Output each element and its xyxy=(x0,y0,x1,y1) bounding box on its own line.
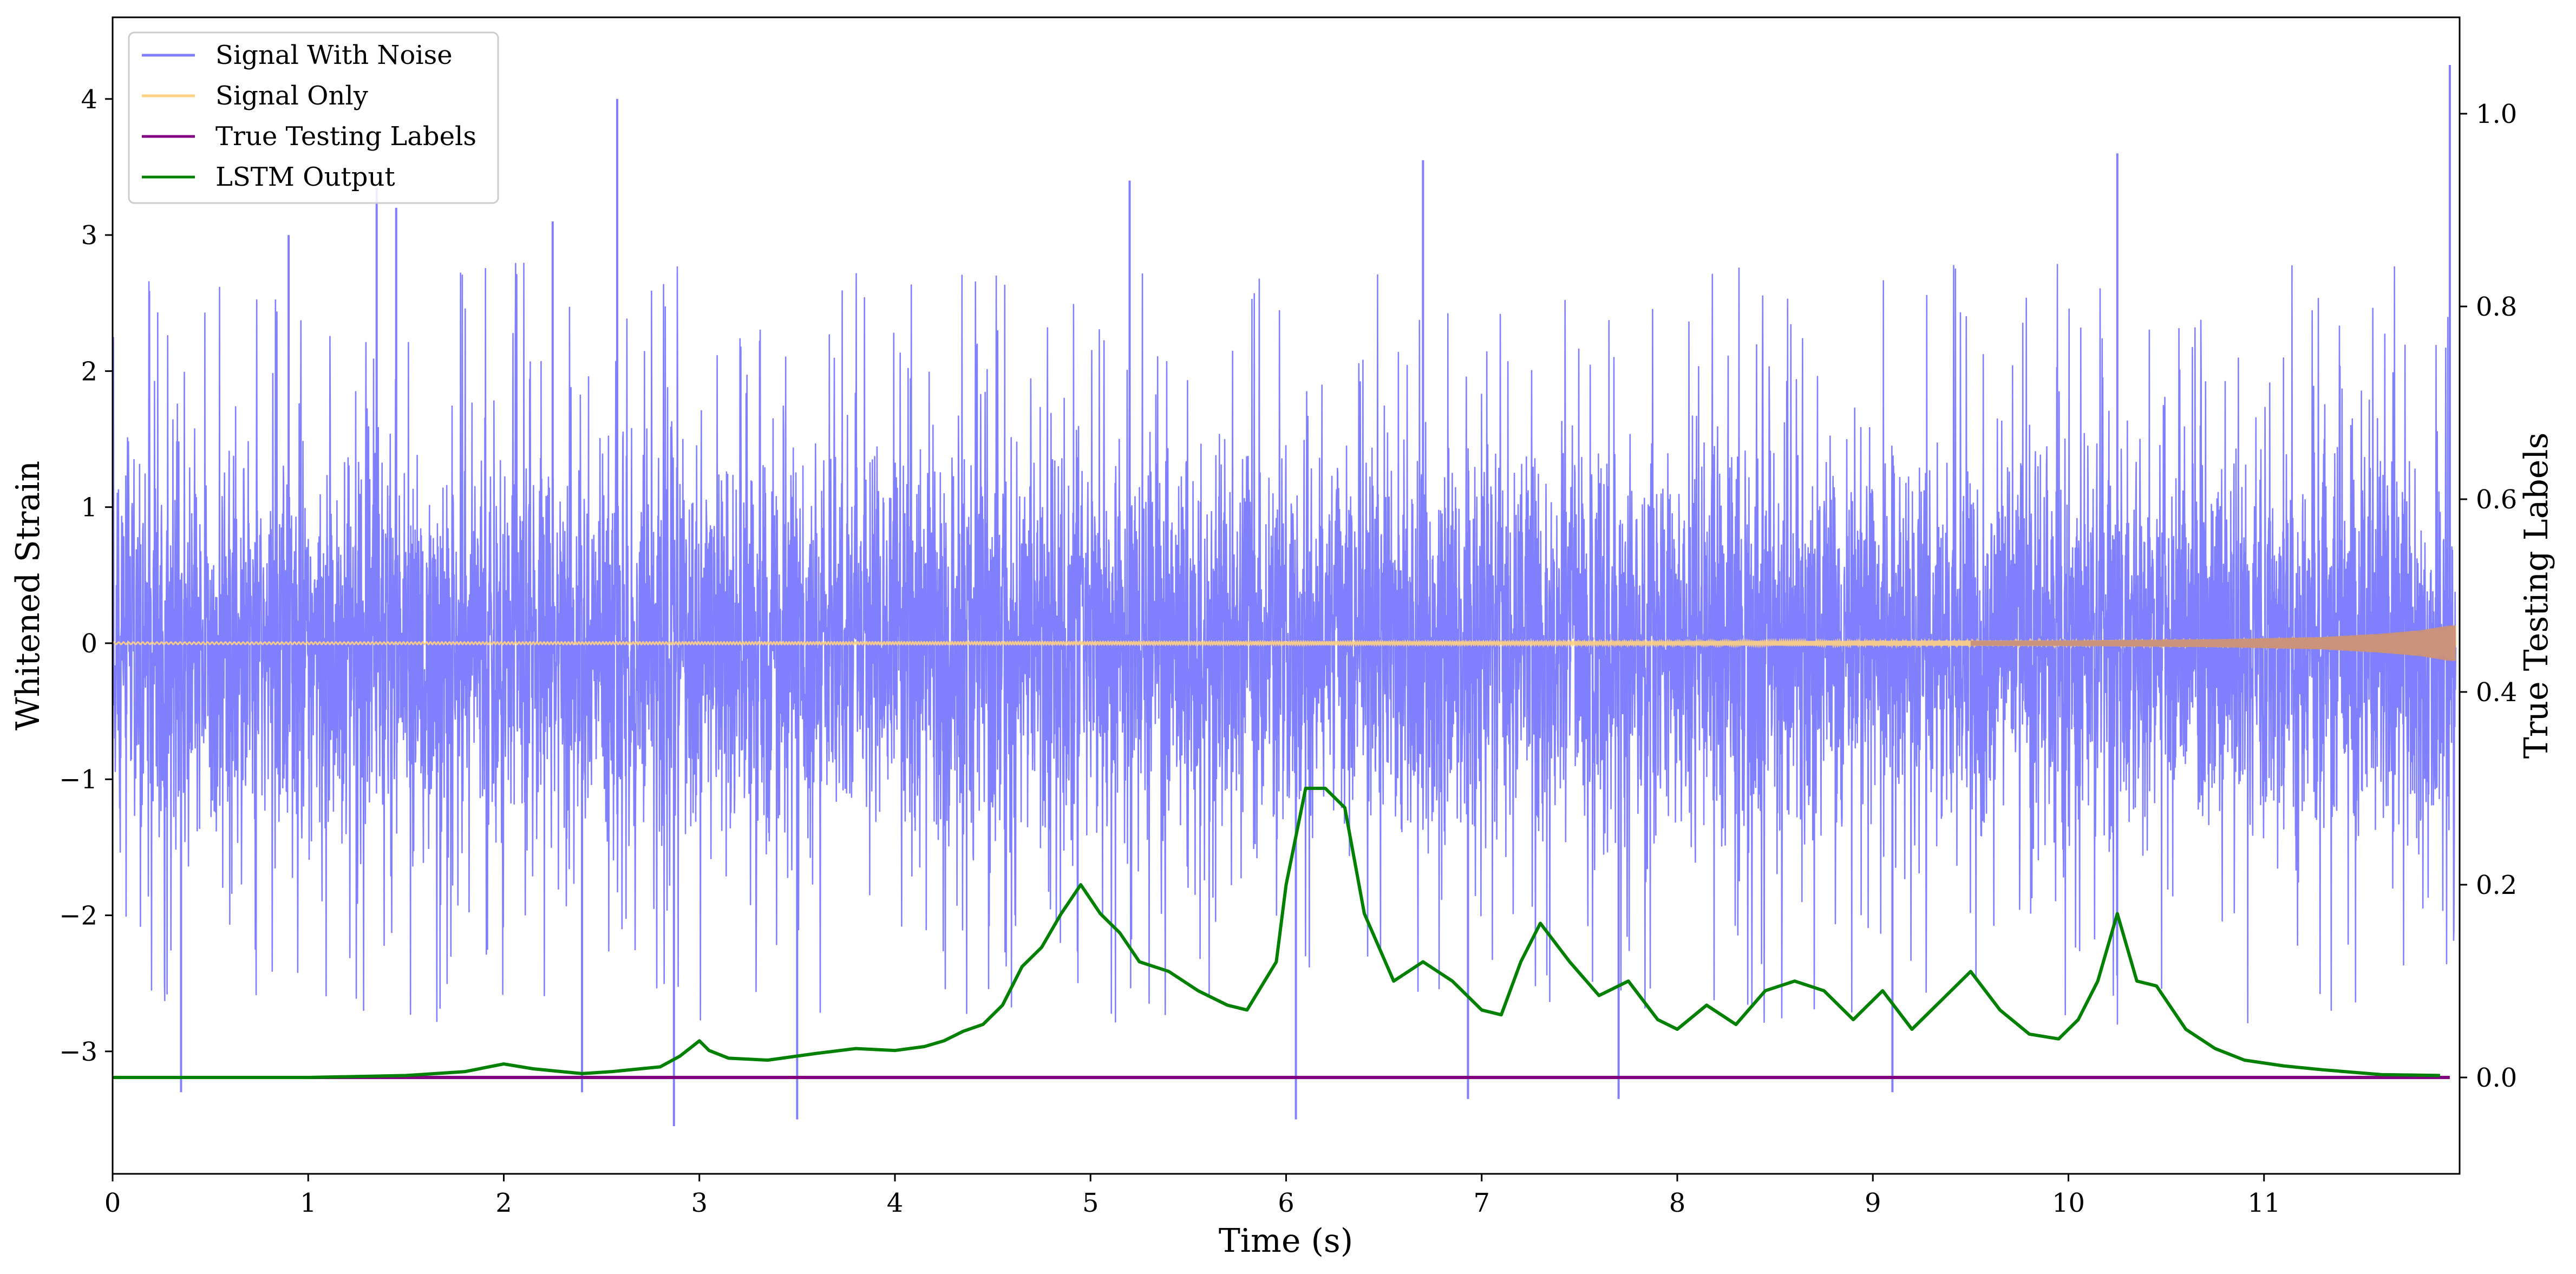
x-tick-label: 5 xyxy=(1082,1188,1099,1218)
x-tick-label: 10 xyxy=(2052,1188,2085,1218)
x-tick-label: 11 xyxy=(2247,1188,2280,1218)
y-right-tick-label: 0.0 xyxy=(2476,1063,2517,1093)
y-right-tick-label: 0.8 xyxy=(2476,292,2517,322)
x-tick-label: 1 xyxy=(300,1188,317,1218)
y-left-tick-label: −2 xyxy=(59,901,97,931)
signal-with-noise-line xyxy=(113,263,2457,1025)
signal-only-envelope xyxy=(1970,625,2456,661)
y-left-tick-label: 3 xyxy=(81,220,97,251)
y-left-axis-label: Whitened Strain xyxy=(9,461,47,730)
y-left-tick-label: 1 xyxy=(81,493,97,523)
legend-label-lstm-output: LSTM Output xyxy=(215,162,395,192)
y-left-tick-label: 0 xyxy=(81,629,97,659)
x-tick-label: 8 xyxy=(1669,1188,1686,1218)
x-tick-label: 0 xyxy=(104,1188,121,1218)
x-axis-ticks: 0 1 2 3 4 5 6 7 8 9 10 11 xyxy=(104,1174,2280,1218)
x-tick-label: 2 xyxy=(495,1188,512,1218)
lstm-output-line xyxy=(113,787,2440,1079)
y-left-tick-label: −3 xyxy=(59,1037,97,1067)
series-signal-with-noise xyxy=(113,64,2457,1127)
legend: Signal With Noise Signal Only True Testi… xyxy=(128,31,499,204)
x-tick-label: 7 xyxy=(1473,1188,1490,1218)
y-left-tick-label: −1 xyxy=(59,765,97,795)
y-left-tick-label: 4 xyxy=(81,84,97,115)
series-signal-only xyxy=(113,625,2457,661)
legend-label-true-testing-labels: True Testing Labels xyxy=(215,121,476,152)
legend-box xyxy=(128,31,499,204)
y-right-axis-label: True Testing Labels xyxy=(2518,433,2555,759)
series-lstm-output xyxy=(113,787,2440,1079)
y-right-axis-ticks: 0.0 0.2 0.4 0.6 0.8 1.0 xyxy=(2460,99,2517,1093)
y-left-axis-ticks: −3 −2 −1 0 1 2 3 4 xyxy=(59,84,113,1067)
plot-data xyxy=(113,64,2457,1127)
y-left-tick-label: 2 xyxy=(81,356,97,387)
y-right-tick-label: 0.2 xyxy=(2476,870,2517,900)
x-tick-label: 9 xyxy=(1865,1188,1881,1218)
legend-label-signal-only: Signal Only xyxy=(215,81,368,111)
y-right-tick-label: 0.4 xyxy=(2476,677,2517,708)
x-axis-label: Time (s) xyxy=(1219,1222,1353,1260)
y-right-tick-label: 1.0 xyxy=(2476,99,2517,129)
x-tick-label: 4 xyxy=(887,1188,904,1218)
x-tick-label: 3 xyxy=(691,1188,708,1218)
y-right-tick-label: 0.6 xyxy=(2476,485,2517,515)
legend-label-signal-with-noise: Signal With Noise xyxy=(215,40,453,70)
x-tick-label: 6 xyxy=(1278,1188,1294,1218)
